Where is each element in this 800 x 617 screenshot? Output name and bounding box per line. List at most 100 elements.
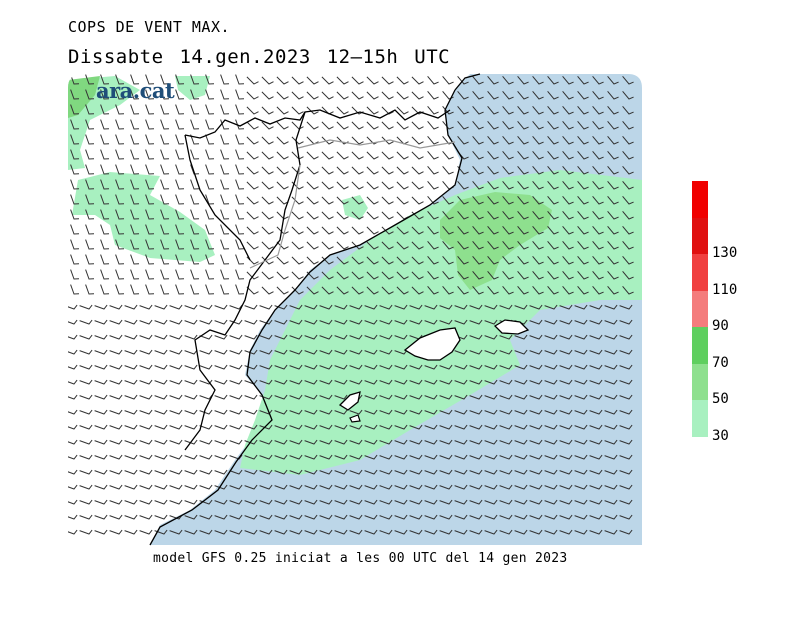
wind-barb xyxy=(160,74,170,85)
wind-barb xyxy=(199,304,213,310)
wind-barb xyxy=(289,499,303,505)
wind-barb xyxy=(109,529,123,535)
wind-barb xyxy=(199,484,213,490)
wind-barb xyxy=(457,210,469,220)
wind-barb xyxy=(502,150,514,160)
wind-barb xyxy=(607,210,619,220)
wind-barb xyxy=(619,394,633,400)
wind-barb xyxy=(396,166,409,175)
wind-barb xyxy=(235,134,245,145)
wind-barb xyxy=(94,394,108,400)
wind-barb xyxy=(169,454,183,460)
wind-barb xyxy=(160,194,170,205)
wind-barb xyxy=(184,424,198,430)
wind-barb xyxy=(304,304,318,310)
wind-barb xyxy=(349,319,363,325)
wind-barb xyxy=(592,270,604,280)
wind-barb xyxy=(276,106,289,115)
wind-barb xyxy=(562,270,574,280)
wind-barb xyxy=(160,134,170,145)
wind-barb xyxy=(199,529,213,535)
wind-barb xyxy=(394,514,408,520)
wind-barb xyxy=(454,514,468,520)
wind-barb xyxy=(115,104,125,115)
wind-barb xyxy=(592,150,604,160)
wind-barb xyxy=(276,181,289,190)
wind-barb xyxy=(190,194,200,205)
wind-barb xyxy=(304,349,318,355)
wind-barb xyxy=(124,529,138,535)
wind-barb xyxy=(70,134,80,145)
wind-barb xyxy=(532,150,544,160)
wind-barb xyxy=(472,135,484,145)
wind-barb xyxy=(454,424,468,430)
wind-barb xyxy=(304,424,318,430)
wind-barb xyxy=(427,195,439,205)
wind-barb xyxy=(274,319,288,325)
wind-barb xyxy=(306,106,319,115)
wind-barb xyxy=(619,499,633,505)
wind-barb xyxy=(145,239,155,250)
wind-barb xyxy=(175,149,185,160)
wind-barb xyxy=(424,484,438,490)
wind-barb xyxy=(379,514,393,520)
wind-barb xyxy=(175,284,185,295)
wind-barb xyxy=(366,286,379,295)
ara-logo[interactable]: ara.cat xyxy=(96,78,175,103)
wind-barb xyxy=(336,166,349,175)
wind-barb xyxy=(577,240,589,250)
wind-barb xyxy=(336,181,349,190)
wind-barb xyxy=(169,484,183,490)
wind-barb xyxy=(499,409,513,415)
wind-barb xyxy=(229,424,243,430)
wind-barb xyxy=(487,180,499,190)
wind-barb xyxy=(517,120,529,130)
wind-barb xyxy=(154,334,168,340)
wind-barb xyxy=(205,164,215,175)
wind-barb xyxy=(592,135,604,145)
wind-barb xyxy=(351,91,364,100)
wind-barb xyxy=(130,194,140,205)
wind-barb xyxy=(160,149,170,160)
wind-barb xyxy=(276,286,289,295)
wind-barb xyxy=(559,394,573,400)
wind-barb xyxy=(502,255,514,265)
wind-barb xyxy=(396,181,409,190)
wind-barb xyxy=(154,394,168,400)
wind-barb xyxy=(427,150,439,160)
wind-barb xyxy=(424,514,438,520)
wind-barb xyxy=(319,409,333,415)
wind-barb xyxy=(381,286,394,295)
wind-barb xyxy=(544,364,558,370)
wind-barb xyxy=(220,134,230,145)
wind-barb xyxy=(532,195,544,205)
wind-barb xyxy=(424,364,438,370)
wind-barb xyxy=(276,256,289,265)
wind-barb xyxy=(379,409,393,415)
wind-barb xyxy=(619,334,633,340)
wind-barb xyxy=(394,484,408,490)
wind-barb xyxy=(100,284,110,295)
wind-barb xyxy=(145,149,155,160)
wind-barb xyxy=(304,529,318,535)
wind-barb xyxy=(274,439,288,445)
wind-barb xyxy=(199,364,213,370)
wind-barb xyxy=(94,424,108,430)
map-title: COPS DE VENT MAX. xyxy=(68,18,231,36)
wind-barb xyxy=(246,136,259,145)
wind-barb xyxy=(607,270,619,280)
wind-barb xyxy=(427,255,439,265)
wind-barb xyxy=(220,269,230,280)
wind-barb xyxy=(351,166,364,175)
legend-label-50: 50 xyxy=(712,391,729,407)
wind-barb xyxy=(291,106,304,115)
wind-barb xyxy=(411,151,424,160)
wind-barb xyxy=(439,439,453,445)
wind-barb xyxy=(145,254,155,265)
wind-barb xyxy=(381,166,394,175)
wind-barb xyxy=(115,134,125,145)
wind-barb xyxy=(529,469,543,475)
wind-barb xyxy=(175,269,185,280)
wind-barb xyxy=(109,454,123,460)
wind-barb xyxy=(562,150,574,160)
